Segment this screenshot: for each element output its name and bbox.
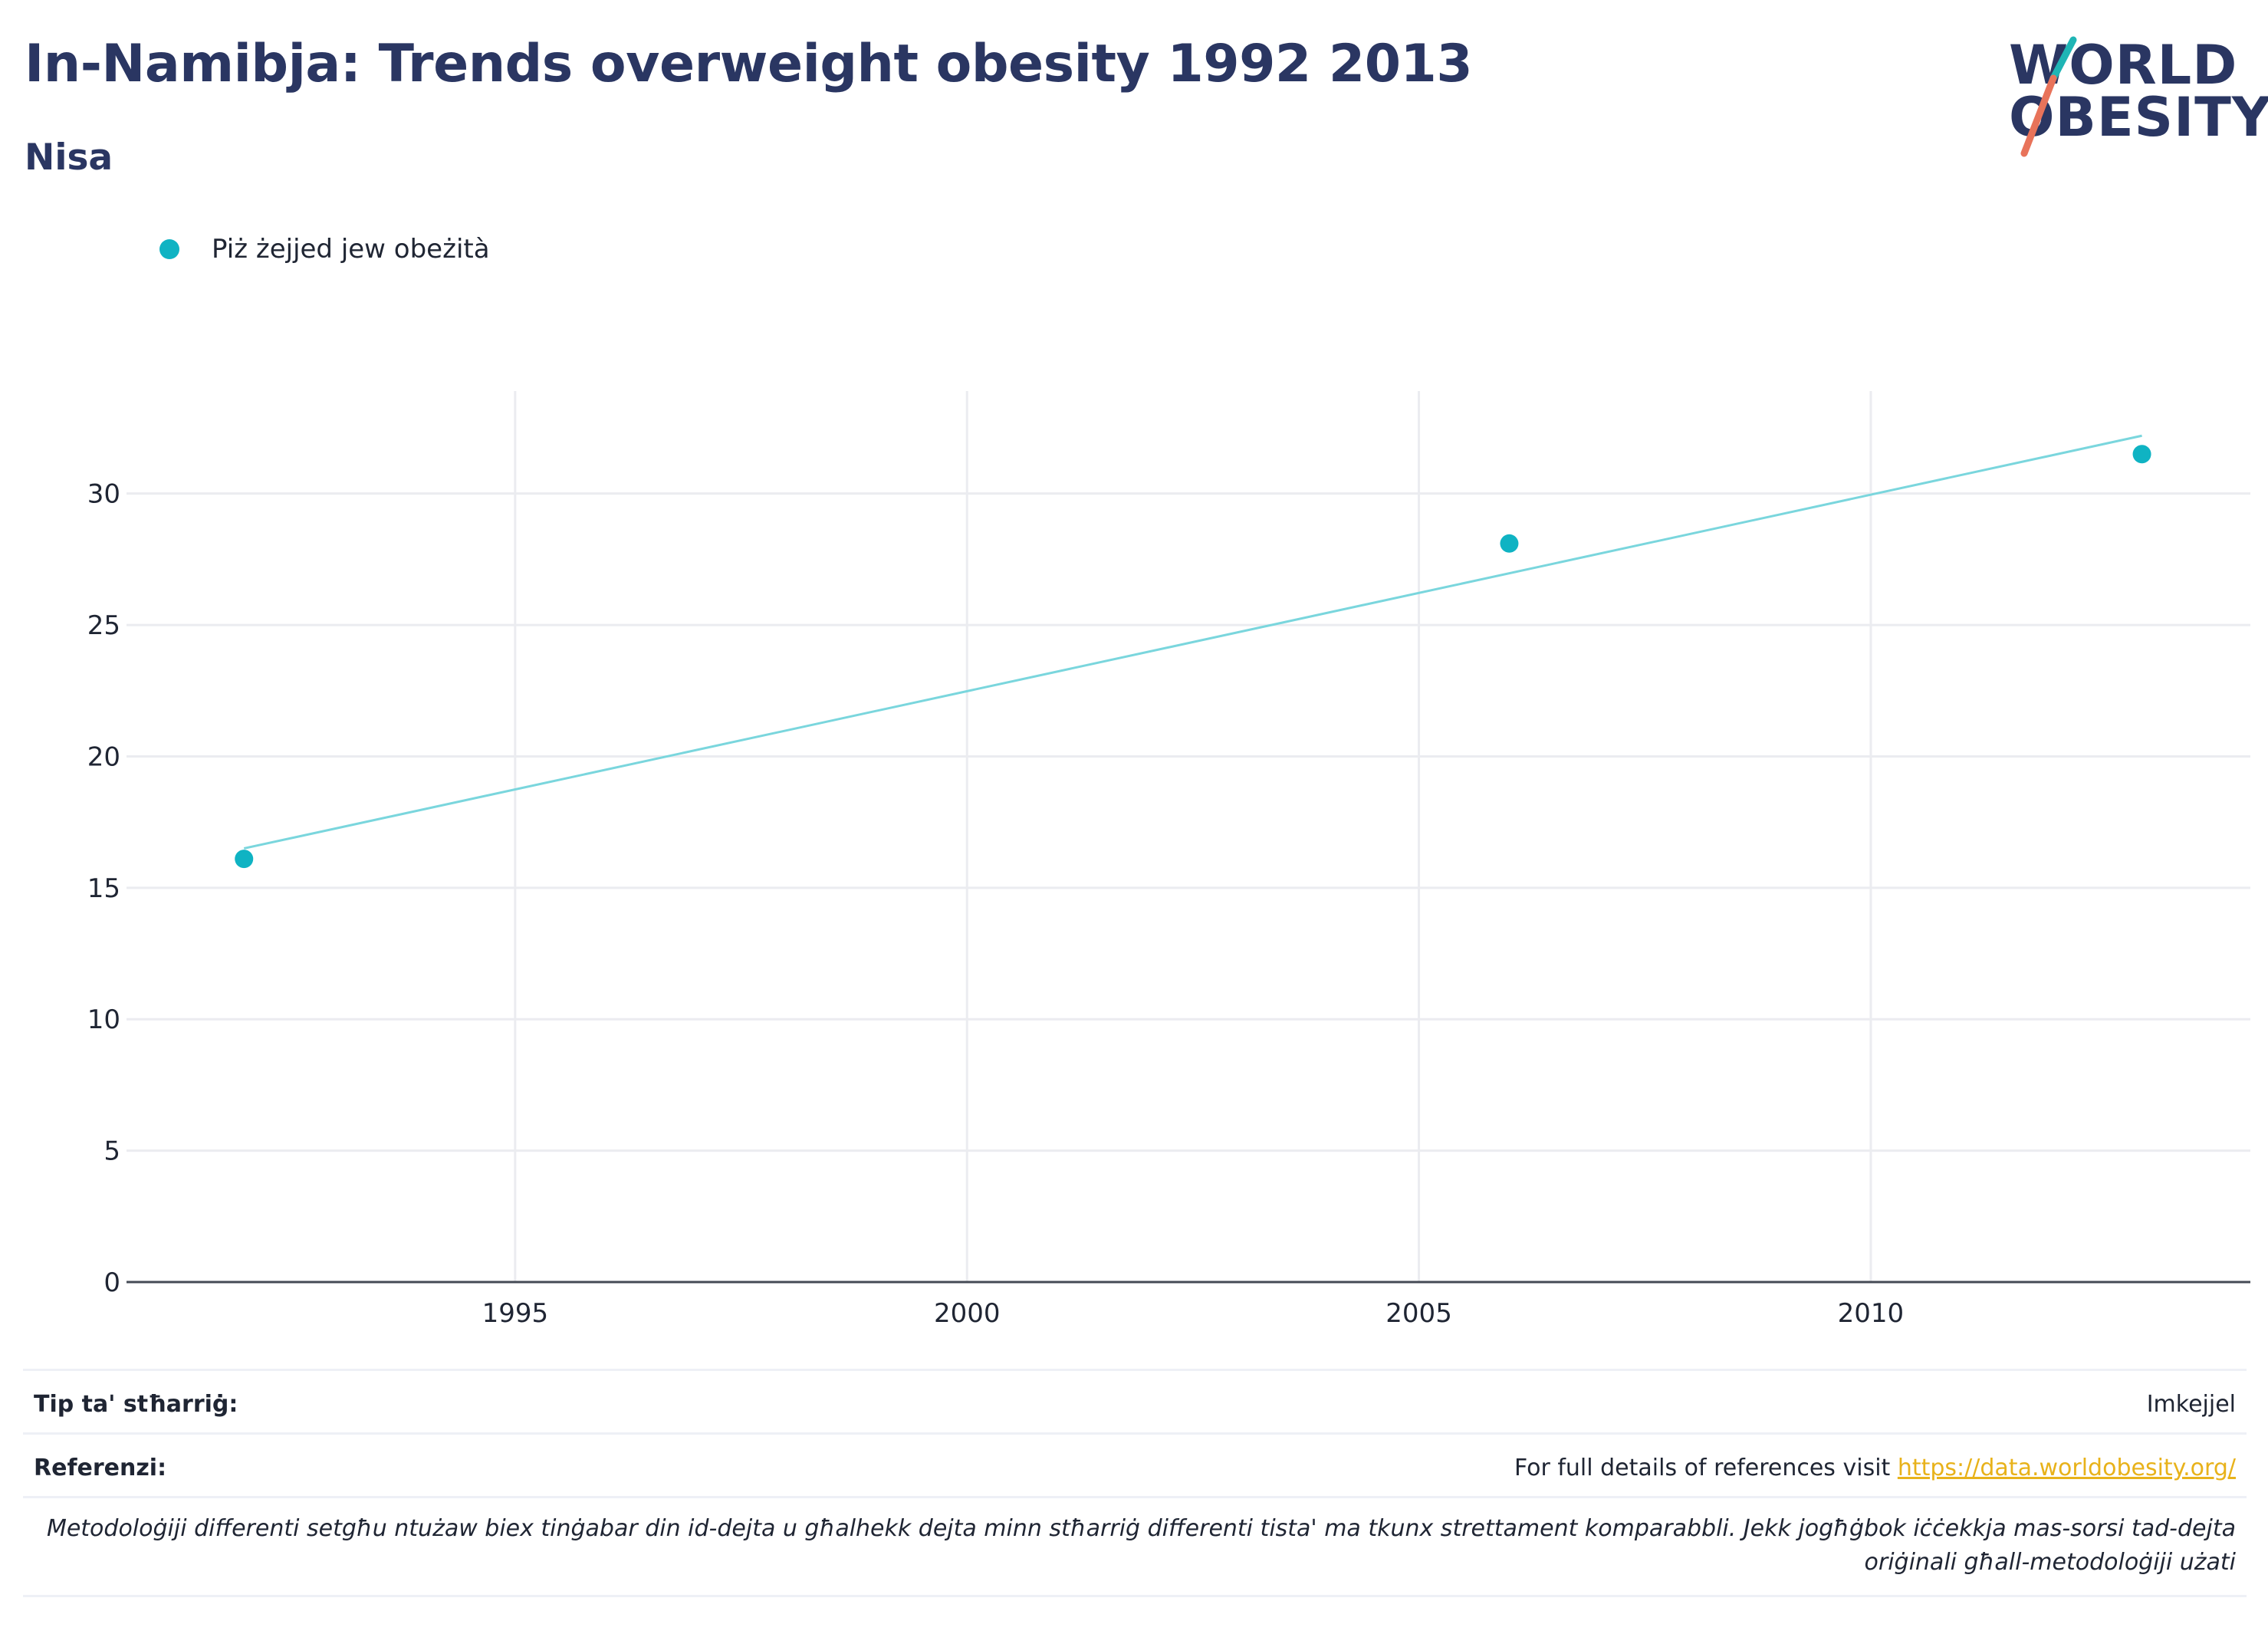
y-tick-label: 30 — [87, 479, 120, 510]
scatter-chart: 1995 2000 2005 2010 0 5 10 15 20 25 30 — [87, 391, 2250, 1329]
y-tick-label: 20 — [87, 741, 120, 772]
references-text: For full details of references visit — [1514, 1455, 1898, 1481]
references-value: For full details of references visit htt… — [1514, 1455, 2236, 1481]
logo-word-obesity: OBESITY — [2009, 86, 2268, 149]
references-label: Referenzi: — [34, 1455, 167, 1481]
logo-slash-icon — [2020, 36, 2077, 157]
y-tick-label: 25 — [87, 610, 120, 641]
methodology-note: Metodoloġiji differenti setgħu ntużaw bi… — [23, 1496, 2247, 1597]
x-tick-label: 2010 — [1838, 1298, 1905, 1329]
chart-subtitle: Nisa — [25, 136, 113, 179]
x-tick-label: 1995 — [482, 1298, 549, 1329]
chart-title: In-Namibja: Trends overweight obesity 19… — [25, 34, 1473, 94]
references-row: Referenzi: For full details of reference… — [23, 1432, 2247, 1496]
y-tick-label: 0 — [104, 1267, 120, 1298]
chart-footer: Tip ta' stħarriġ: Imkejjel Referenzi: Fo… — [23, 1369, 2247, 1597]
source-type-label: Tip ta' stħarriġ: — [34, 1391, 238, 1418]
data-point — [1500, 534, 1519, 553]
data-point — [2132, 445, 2151, 464]
x-tick-label: 2005 — [1385, 1298, 1452, 1329]
y-tick-label: 10 — [87, 1004, 120, 1035]
references-link[interactable]: https://data.worldobesity.org/ — [1897, 1455, 2236, 1481]
legend-marker-icon — [159, 239, 179, 259]
data-point — [235, 850, 254, 869]
y-tick-label: 15 — [87, 873, 120, 904]
x-tick-label: 2000 — [934, 1298, 1001, 1329]
trend-line — [243, 434, 2142, 850]
source-type-row: Tip ta' stħarriġ: Imkejjel — [23, 1369, 2247, 1432]
y-tick-label: 5 — [104, 1136, 120, 1167]
source-type-value: Imkejjel — [2146, 1391, 2236, 1418]
chart-legend: Piż żejjed jew obeżità — [159, 232, 490, 267]
logo-word-world: WORLD — [2009, 34, 2238, 97]
legend-label: Piż żejjed jew obeżità — [212, 234, 490, 265]
world-obesity-logo: WORLD OBESITY — [1994, 23, 2268, 161]
